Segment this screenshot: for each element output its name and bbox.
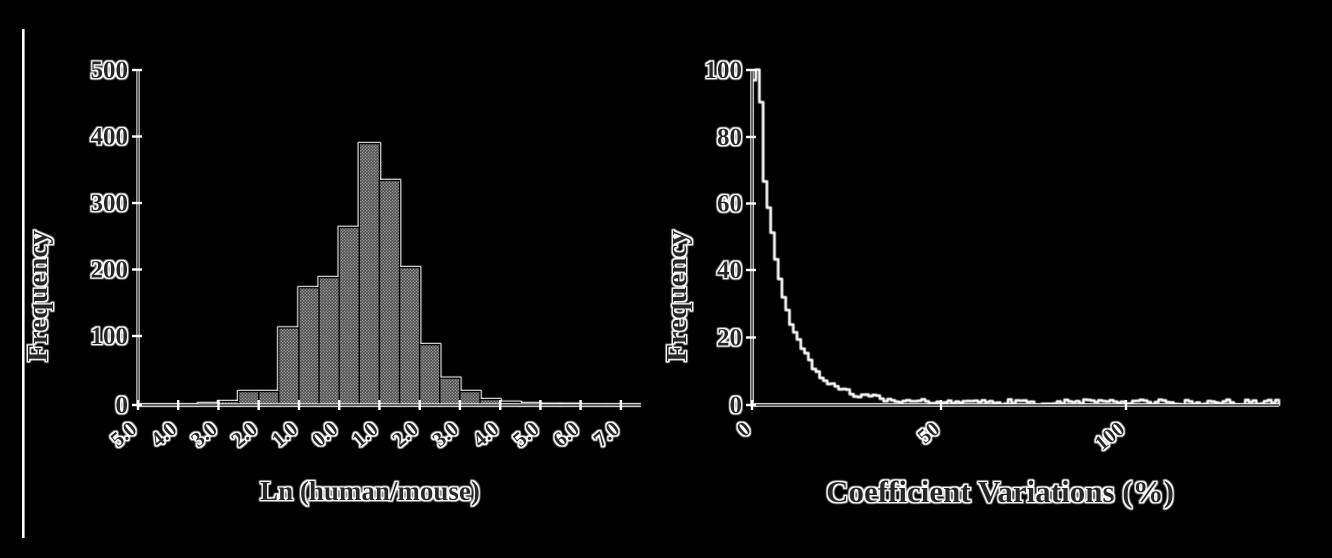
svg-text:0: 0 — [730, 392, 743, 419]
svg-text:0: 0 — [116, 392, 129, 419]
svg-text:100: 100 — [91, 323, 129, 350]
svg-text:Frequency: Frequency — [661, 230, 693, 362]
svg-text:Ln (human/mouse): Ln (human/mouse) — [260, 476, 480, 506]
svg-text:80: 80 — [717, 124, 742, 151]
svg-text:60: 60 — [717, 191, 742, 218]
svg-text:Frequency: Frequency — [22, 230, 54, 362]
svg-text:400: 400 — [91, 124, 129, 151]
svg-text:100: 100 — [705, 57, 743, 84]
svg-text:20: 20 — [717, 325, 742, 352]
svg-text:40: 40 — [717, 257, 742, 284]
svg-text:Coefficient Variations (%): Coefficient Variations (%) — [826, 474, 1174, 509]
svg-text:500: 500 — [91, 57, 129, 84]
svg-text:200: 200 — [91, 257, 129, 284]
svg-text:300: 300 — [91, 190, 129, 217]
